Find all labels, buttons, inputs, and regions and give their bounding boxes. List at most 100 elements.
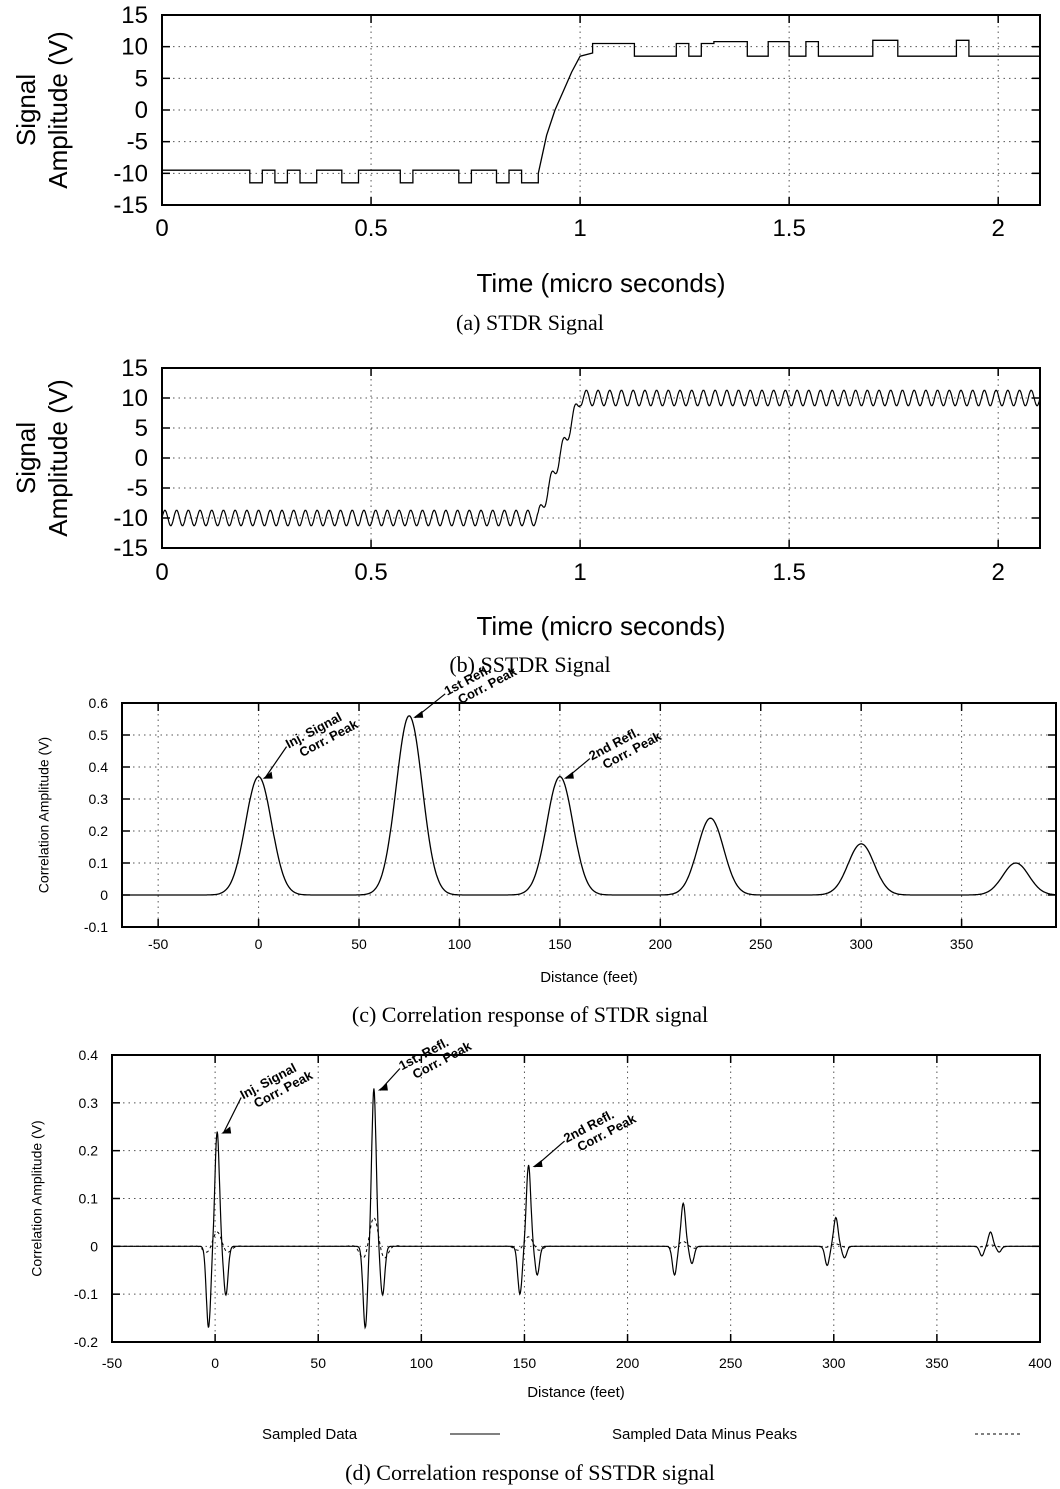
chart-panel-a: 0 0.5 1 1.5 2 15 10 5 0 -5 -10 -15 Time (micro secon… xyxy=(11,2,1041,335)
y-tick-label: 0.1 xyxy=(89,855,109,871)
x-tick-label: 350 xyxy=(925,1355,949,1371)
y-tick-label: 0 xyxy=(100,887,108,903)
x-axis-label: Distance (feet) xyxy=(527,1384,625,1401)
y-tick-label: 0.5 xyxy=(89,727,109,743)
x-tick-label: -50 xyxy=(102,1355,122,1371)
x-tick-label: 50 xyxy=(310,1355,326,1371)
x-tick-label: 0 xyxy=(155,559,168,586)
x-tick-label: 250 xyxy=(719,1355,743,1371)
y-tick-label: 5 xyxy=(135,415,148,442)
y-tick-label: 0.3 xyxy=(89,791,109,807)
x-tick-label: 1.5 xyxy=(772,215,805,242)
y-tick-label: -15 xyxy=(113,535,148,562)
y-axis-label: Correlation Amplitude (V) xyxy=(36,737,52,893)
legend-label: Sampled Data xyxy=(262,1426,358,1443)
y-tick-label: -5 xyxy=(127,129,148,156)
y-tick-label: 0.4 xyxy=(79,1047,99,1063)
annotation: 1st. Refl.Corr. Peak xyxy=(377,1034,474,1091)
x-tick-label: 150 xyxy=(513,1355,537,1371)
x-axis-label: Distance (feet) xyxy=(540,969,638,986)
x-tick-label: 0 xyxy=(155,215,168,242)
y-tick-label: 0.2 xyxy=(79,1143,99,1159)
series-line xyxy=(122,715,1057,896)
y-tick-label: -0.2 xyxy=(74,1334,98,1350)
x-tick-label: 2 xyxy=(992,215,1005,242)
y-tick-label: 15 xyxy=(121,355,148,382)
arrow-head xyxy=(221,1126,232,1134)
y-tick-label: 0.3 xyxy=(79,1095,99,1111)
x-tick-label: 0.5 xyxy=(354,215,387,242)
x-tick-label: 350 xyxy=(950,936,974,952)
y-tick-label: -10 xyxy=(113,505,148,532)
y-axis-label: Signal xyxy=(11,422,41,494)
y-tick-label: 0.4 xyxy=(89,759,109,775)
figure-caption: (b) SSTDR Signal xyxy=(449,652,610,677)
x-tick-label: 200 xyxy=(649,936,673,952)
x-tick-label: 0 xyxy=(211,1355,219,1371)
arrow-head xyxy=(413,710,424,718)
legend-label: Sampled Data Minus Peaks xyxy=(612,1426,797,1443)
y-tick-label: 0.6 xyxy=(89,695,109,711)
grid xyxy=(162,15,1040,205)
legend: Sampled Data Sampled Data Minus Peaks xyxy=(262,1426,1022,1443)
chart-panel-b: 0 0.5 1 1.5 2 15 10 5 0 -5 -10 -15 Time (micro secon… xyxy=(11,355,1041,677)
x-tick-label: 1.5 xyxy=(772,559,805,586)
y-axis-label: Amplitude (V) xyxy=(43,31,73,189)
x-tick-label: -50 xyxy=(148,936,168,952)
y-tick-label: -5 xyxy=(127,475,148,502)
plot-frame xyxy=(161,367,1041,549)
x-tick-label: 300 xyxy=(822,1355,846,1371)
x-tick-label: 150 xyxy=(548,936,572,952)
series-line-sampled-data-minus-peaks xyxy=(112,1216,1040,1259)
x-tick-label: 300 xyxy=(849,936,873,952)
figure-caption: (d) Correlation response of SSTDR signal xyxy=(345,1460,715,1485)
annotation: 2nd Refl.Corr. Peak xyxy=(563,724,664,780)
x-tick-label: 1 xyxy=(573,559,586,586)
arrow-head xyxy=(262,771,273,779)
chart-panel-c: -50 0 50 100 150 200 250 300 350 0.6 0.5 0.4 0.3 0.2 0… xyxy=(36,661,1057,1027)
annotation-arrow xyxy=(264,746,288,779)
x-tick-label: 0.5 xyxy=(354,559,387,586)
y-tick-label: 15 xyxy=(121,2,148,29)
y-tick-label: 10 xyxy=(121,34,148,61)
x-tick-label: 400 xyxy=(1028,1355,1052,1371)
arrow-head xyxy=(377,1083,388,1091)
y-axis-label: Amplitude (V) xyxy=(43,379,73,537)
figure-caption: (c) Correlation response of STDR signal xyxy=(352,1002,708,1027)
y-tick-label: 0.1 xyxy=(79,1191,99,1207)
x-tick-label: 250 xyxy=(749,936,773,952)
y-tick-label: 0 xyxy=(90,1238,98,1254)
arrow-head xyxy=(532,1160,543,1168)
y-tick-label: 0 xyxy=(135,445,148,472)
y-axis-label: Signal xyxy=(11,74,41,146)
x-tick-label: 1 xyxy=(573,215,586,242)
y-tick-label: -0.1 xyxy=(84,919,108,935)
x-axis-label: Time (micro seconds) xyxy=(477,268,726,298)
y-tick-label: 0.2 xyxy=(89,823,109,839)
x-tick-label: 200 xyxy=(616,1355,640,1371)
series-line xyxy=(161,389,1041,527)
y-tick-label: -10 xyxy=(113,160,148,187)
y-tick-label: 5 xyxy=(135,65,148,92)
annotation-arrow xyxy=(222,1097,242,1134)
grid xyxy=(122,703,1056,927)
series-line xyxy=(162,39,1040,184)
x-tick-label: 0 xyxy=(255,936,263,952)
annotation-text: 2nd Refl.Corr. Peak xyxy=(586,724,664,772)
y-tick-label: -15 xyxy=(113,192,148,219)
chart-panel-d: -50 0 50 100 150 200 250 300 350 400 0.4 0.3 0.2 0.1 0… xyxy=(29,1034,1052,1485)
y-axis-label: Correlation Amplitude (V) xyxy=(29,1120,45,1276)
x-tick-label: 2 xyxy=(992,559,1005,586)
annotation-text: 1st. Refl.Corr. Peak xyxy=(396,1034,474,1081)
arrow-head xyxy=(563,771,574,779)
annotation: 2nd Refl.Corr. Peak xyxy=(532,1107,639,1168)
y-tick-label: 0 xyxy=(135,97,148,124)
x-axis-label: Time (micro seconds) xyxy=(477,611,726,641)
grid xyxy=(162,368,1040,548)
y-tick-label: 10 xyxy=(121,385,148,412)
plot-frame xyxy=(121,702,1057,928)
x-tick-label: 100 xyxy=(448,936,472,952)
